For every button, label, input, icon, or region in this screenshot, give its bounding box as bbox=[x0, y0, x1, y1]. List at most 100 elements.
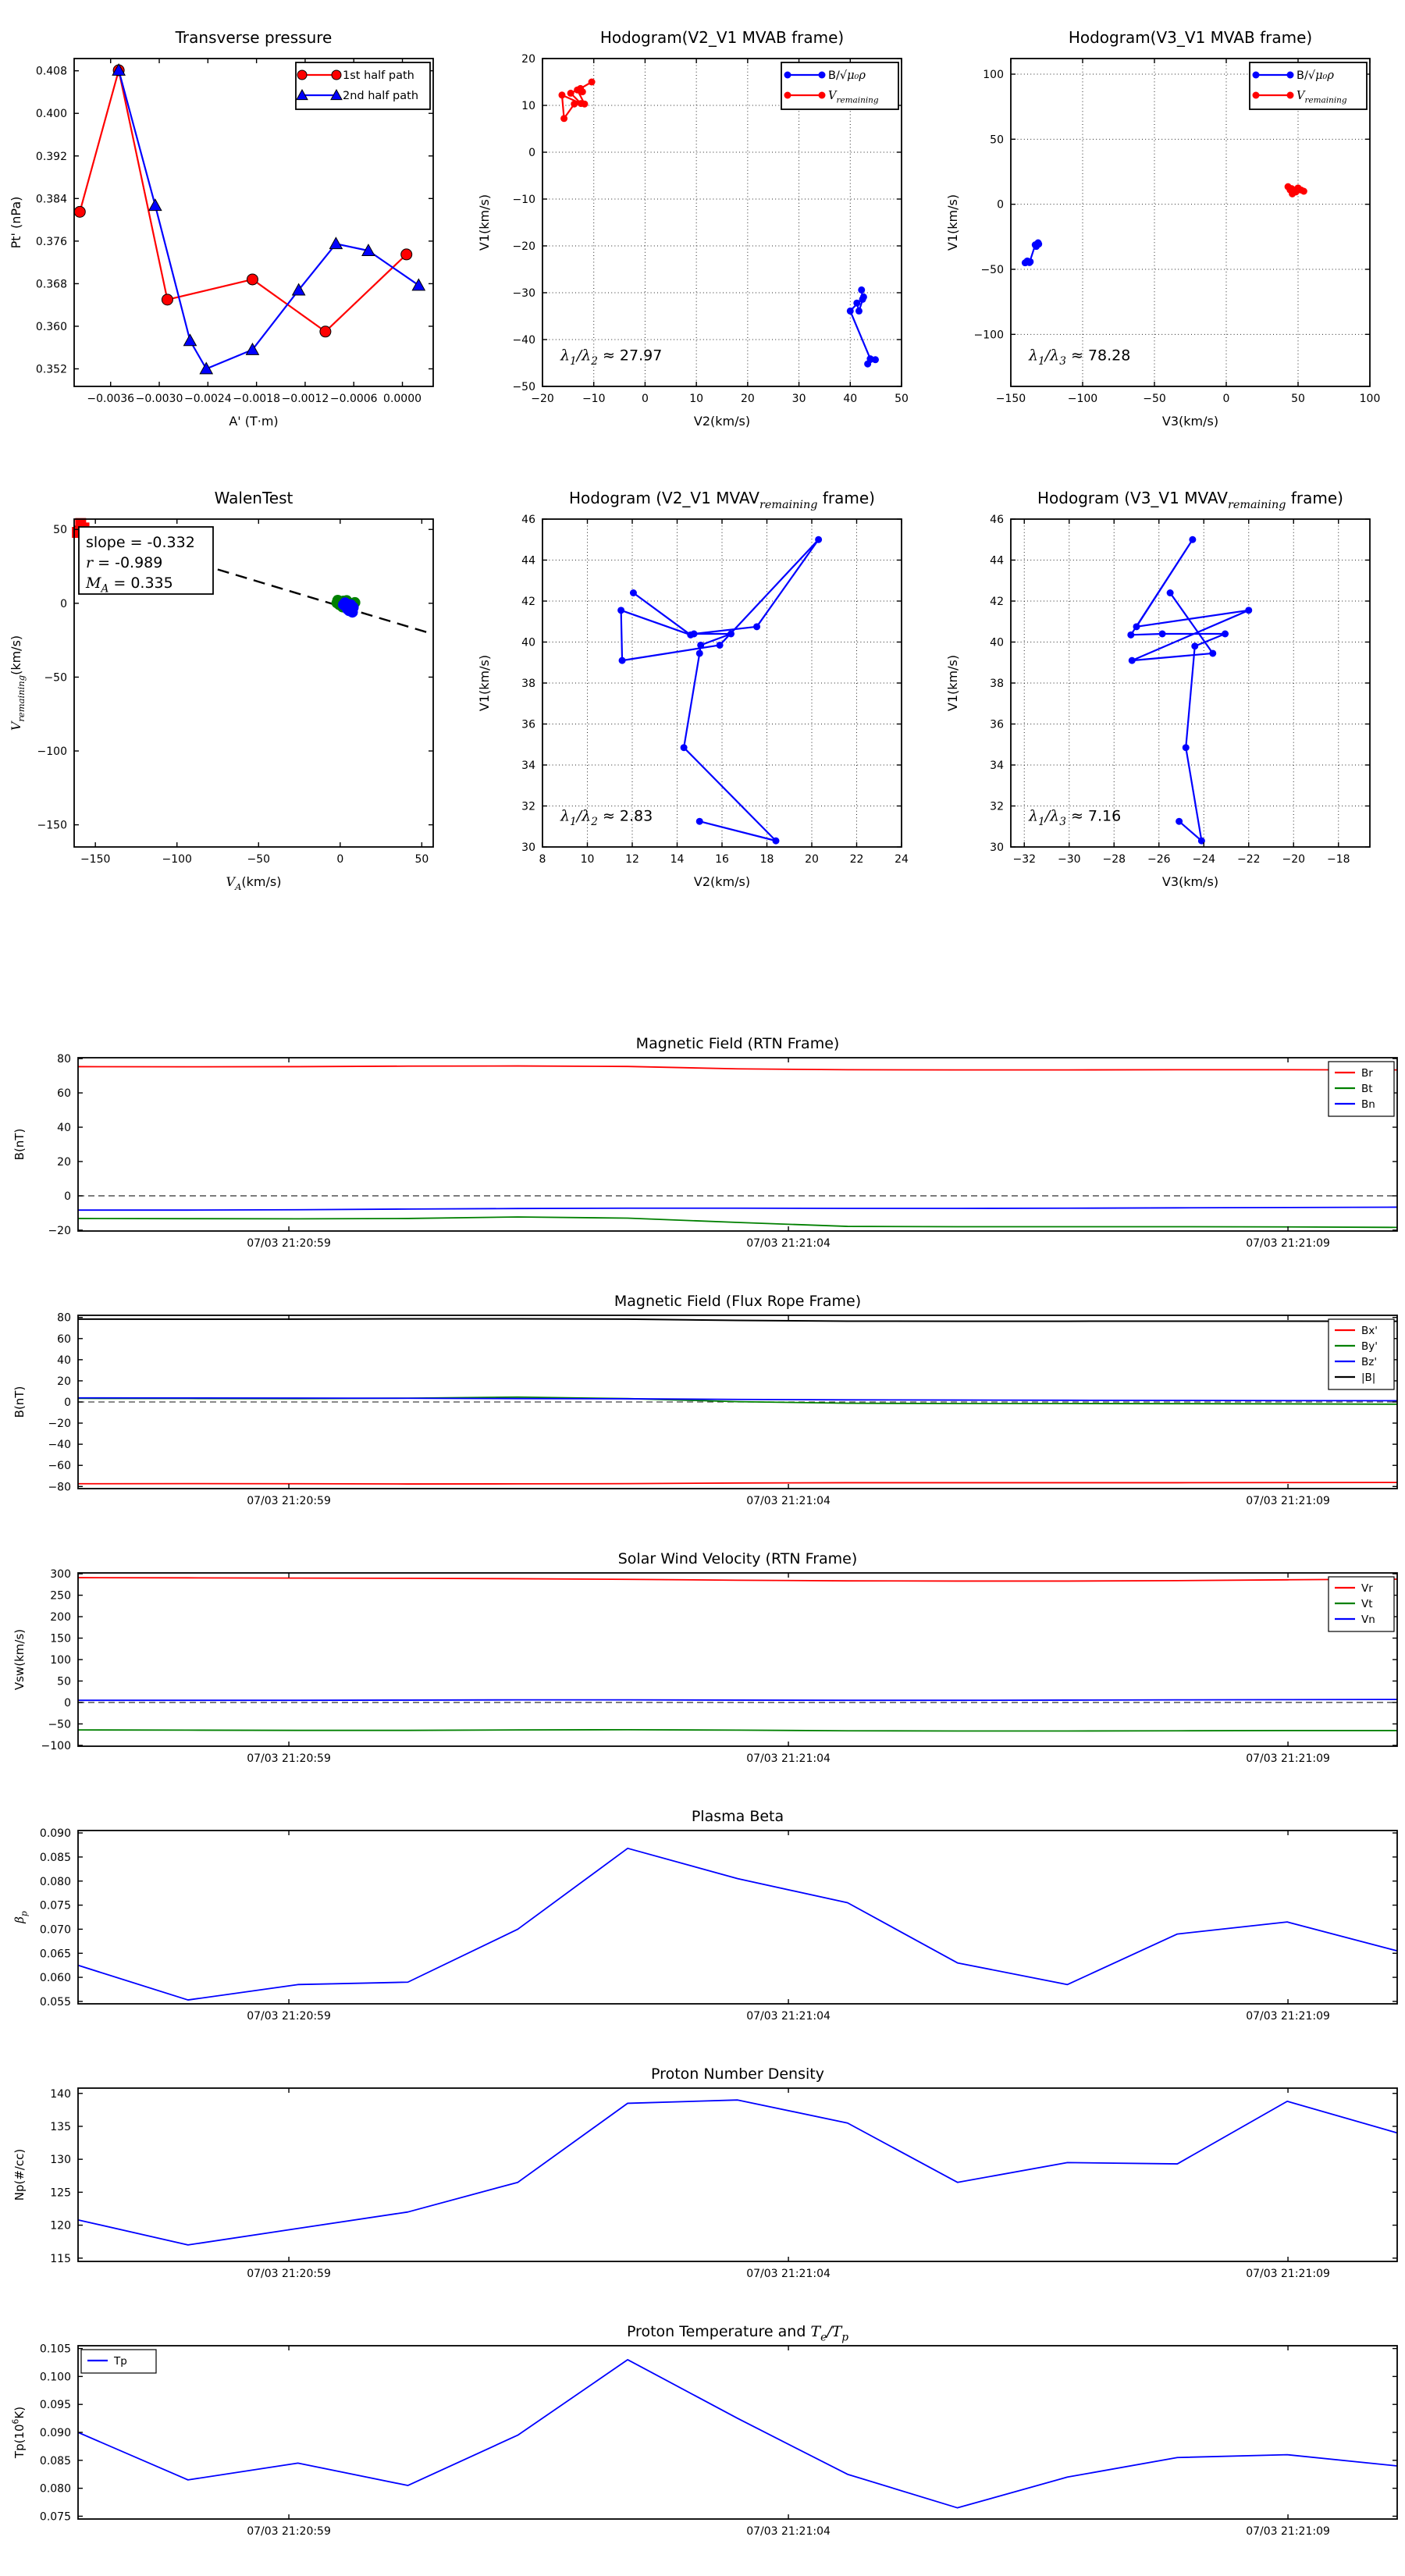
y-tick-label: 50 bbox=[990, 133, 1004, 146]
legend-label: |B| bbox=[1361, 1372, 1375, 1384]
x-tick-label: 16 bbox=[715, 853, 729, 866]
x-tick-label: −50 bbox=[247, 853, 270, 866]
x-tick-label: 8 bbox=[539, 853, 546, 866]
axes bbox=[1010, 58, 1371, 387]
series-V-trajectory bbox=[1127, 535, 1253, 845]
hodogram-v3v1-mvav-svg: −32 −30 −28 −26 −24 −22 −20 −18 30 32 34 36 38 40 42 44… bbox=[937, 480, 1405, 925]
series-Np bbox=[77, 2099, 1398, 2246]
y-tick-label: 0 bbox=[528, 147, 535, 159]
mag-field-flux-rope-svg: 07/03 21:20:59 07/03 21:21:04 07/03 21:21:… bbox=[0, 1292, 1405, 1546]
legend-label: 2nd half path bbox=[343, 90, 418, 102]
legend-label: Br bbox=[1361, 1067, 1373, 1080]
x-tick-label: −0.0006 bbox=[330, 393, 378, 405]
x-tick-label: −150 bbox=[996, 393, 1026, 405]
y-tick-label: 0.070 bbox=[40, 1923, 71, 1936]
y-tick-label: 0.085 bbox=[40, 1852, 71, 1864]
y-tick-label: 0.055 bbox=[40, 1996, 71, 2008]
series-$V_{remaining}$ bbox=[558, 78, 596, 123]
y-tick-label: −50 bbox=[44, 671, 67, 684]
x-tick-label: 50 bbox=[414, 853, 429, 866]
x-tick-label: −18 bbox=[1327, 853, 1350, 866]
x-tick-label: −0.0030 bbox=[136, 393, 183, 405]
y-axis-label: V1(km/s) bbox=[477, 194, 492, 251]
svg-text:slope = -0.332: slope = -0.332 bbox=[86, 534, 195, 551]
legend-label: Bt bbox=[1361, 1083, 1373, 1095]
y-axis-label: Vsw(km/s) bbox=[12, 1629, 27, 1690]
chart-mag-field-flux-rope: 07/03 21:20:59 07/03 21:21:04 07/03 21:21:… bbox=[0, 1292, 1405, 1546]
series-|B| bbox=[77, 1318, 1398, 1322]
x-tick-label: 0 bbox=[642, 393, 649, 405]
y-tick-label: 0.392 bbox=[36, 151, 67, 163]
legend: B/√μ₀ρ Vremaining bbox=[1249, 62, 1368, 110]
svg-text:r = -0.989: r = -0.989 bbox=[86, 554, 162, 571]
y-tick-label: 0.095 bbox=[40, 2399, 71, 2411]
y-tick-label: 0.090 bbox=[40, 2427, 71, 2439]
legend: Vr Vt Vn bbox=[1328, 1576, 1395, 1632]
y-tick-label: 0.075 bbox=[40, 2510, 71, 2523]
legend-label: Vt bbox=[1361, 1598, 1373, 1610]
y-axis-label: V1(km/s) bbox=[945, 655, 960, 711]
x-tick-label: 07/03 21:20:59 bbox=[247, 1495, 331, 1507]
x-tick-label: 20 bbox=[741, 393, 755, 405]
x-tick-label: 07/03 21:20:59 bbox=[247, 1237, 331, 1250]
y-tick-label: −20 bbox=[48, 1418, 71, 1430]
x-tick-label: 12 bbox=[625, 853, 639, 866]
series-Br bbox=[77, 1065, 1398, 1071]
x-tick-label: 0 bbox=[336, 853, 343, 866]
x-tick-label: 07/03 21:21:04 bbox=[746, 1495, 831, 1507]
y-tick-label: 0.360 bbox=[36, 321, 67, 333]
chart-title: Hodogram(V3_V1 MVAB frame) bbox=[1069, 28, 1312, 47]
series-beta_p bbox=[77, 1847, 1398, 2001]
legend-label: By' bbox=[1361, 1340, 1378, 1353]
chart-title: WalenTest bbox=[215, 489, 293, 507]
y-tick-label: −10 bbox=[512, 194, 535, 206]
annotation-box: slope = -0.332 r = -0.989 MA = 0.335 bbox=[78, 526, 214, 596]
series-Bn bbox=[78, 1206, 1398, 1212]
y-tick-label: 100 bbox=[983, 69, 1004, 81]
y-tick-label: 20 bbox=[57, 1375, 71, 1388]
x-tick-label: −0.0024 bbox=[184, 393, 232, 405]
series-1st half path bbox=[73, 64, 413, 338]
legend-label: Bx' bbox=[1361, 1325, 1378, 1337]
y-tick-label: 46 bbox=[521, 514, 535, 526]
y-tick-label: 0.100 bbox=[40, 2371, 71, 2383]
y-tick-label: 0.085 bbox=[40, 2455, 71, 2467]
y-tick-label: 100 bbox=[50, 1654, 71, 1667]
x-tick-label: −20 bbox=[531, 393, 554, 405]
chart-hodogram-v2v1-mvab: −20 −10 0 10 20 30 40 50 −50 −40 −30 −20 −10 0 10 20 Hod… bbox=[468, 20, 937, 464]
x-tick-label: −100 bbox=[1068, 393, 1097, 405]
chart-mag-field-rtn: 07/03 21:20:59 07/03 21:21:04 07/03 21:21:… bbox=[0, 1034, 1405, 1288]
chart-transverse-pressure: −0.0036 −0.0030 −0.0024 −0.0018 −0.0012 −0.00… bbox=[0, 20, 468, 464]
x-tick-label: −32 bbox=[1012, 853, 1036, 866]
series-Bx' bbox=[77, 1482, 1398, 1485]
y-tick-label: 38 bbox=[521, 678, 535, 690]
chart-title: Magnetic Field (Flux Rope Frame) bbox=[614, 1293, 861, 1310]
y-tick-label: 46 bbox=[990, 514, 1004, 526]
series-V-trajectory bbox=[617, 535, 823, 845]
x-tick-label: −0.0036 bbox=[87, 393, 134, 405]
x-tick-label: 24 bbox=[895, 853, 909, 866]
y-axis-label: B(nT) bbox=[12, 1386, 27, 1418]
y-tick-label: −20 bbox=[512, 240, 535, 253]
y-tick-label: 0.065 bbox=[40, 1948, 71, 1960]
chart-title: Magnetic Field (RTN Frame) bbox=[636, 1035, 840, 1052]
x-tick-label: −100 bbox=[162, 853, 192, 866]
chart-title: Hodogram (V3_V1 MVAVremaining frame) bbox=[1037, 489, 1343, 511]
y-axis-label: V1(km/s) bbox=[477, 655, 492, 711]
y-tick-label: 0.080 bbox=[40, 2483, 71, 2496]
x-tick-label: −30 bbox=[1058, 853, 1081, 866]
x-tick-label: 50 bbox=[895, 393, 909, 405]
x-tick-label: −24 bbox=[1192, 853, 1215, 866]
legend-label: 1st half path bbox=[343, 69, 414, 82]
y-tick-label: 0.352 bbox=[36, 364, 67, 376]
x-axis-label: V2(km/s) bbox=[694, 414, 750, 429]
y-tick-label: 0.075 bbox=[40, 1900, 71, 1912]
axes bbox=[77, 1057, 1398, 1232]
x-tick-label: −26 bbox=[1147, 853, 1171, 866]
x-tick-label: 100 bbox=[1360, 393, 1381, 405]
series-Bz' bbox=[77, 1397, 1398, 1402]
annotation: λ1/λ2 ≈ 27.97 bbox=[560, 347, 662, 368]
x-axis-label: V3(km/s) bbox=[1162, 874, 1218, 889]
x-tick-label: 40 bbox=[843, 393, 857, 405]
series-Bt bbox=[77, 1216, 1398, 1229]
